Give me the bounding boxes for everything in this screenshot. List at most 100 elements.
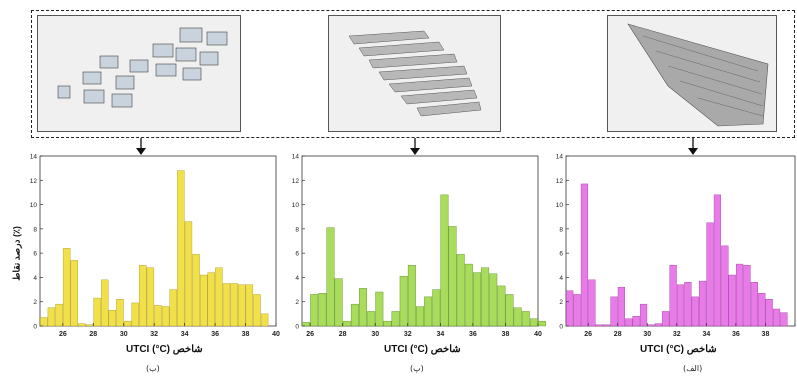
histogram-bar <box>750 282 758 327</box>
y-tick-label: 6 <box>295 251 299 258</box>
histogram-bar <box>62 248 71 327</box>
histogram-bar <box>521 311 530 327</box>
histogram-bar <box>472 272 481 327</box>
histogram-bar <box>736 263 744 327</box>
y-tick-label: 14 <box>30 154 38 161</box>
histogram-bar <box>603 324 611 327</box>
x-axis-unit: UTCI (°C) <box>126 344 170 355</box>
x-tick-label: 38 <box>242 331 250 338</box>
histogram-bar <box>765 299 773 327</box>
histogram-bar <box>399 276 408 327</box>
histogram-chart-p: 0 2 4 6 8 10 12 14 26 28 30 32 34 36 38 40 <box>292 154 546 338</box>
histogram-bar <box>625 318 633 327</box>
histogram-bar <box>139 265 147 327</box>
x-tick-label: 28 <box>614 331 622 338</box>
histogram-bar <box>310 294 319 327</box>
histogram-bar <box>464 263 473 327</box>
panel-label: (ب) <box>146 364 160 373</box>
histogram-bar <box>580 183 589 327</box>
histogram-bar <box>238 284 246 327</box>
x-tick-label: 32 <box>673 331 681 338</box>
x-tick-label: 40 <box>534 331 542 338</box>
histogram-bar <box>318 293 327 327</box>
histogram-bar <box>184 221 193 327</box>
histogram-bar <box>632 316 640 327</box>
histogram-bar <box>588 279 596 327</box>
y-tick-label: 2 <box>295 299 299 306</box>
histogram-bar <box>169 289 177 327</box>
histogram-bar <box>489 273 498 327</box>
histogram-bar <box>350 303 359 327</box>
x-tick-label: 28 <box>89 331 97 338</box>
histogram-bar <box>481 267 490 327</box>
arrow-down-icon <box>410 138 420 155</box>
y-tick-label: 2 <box>33 299 37 306</box>
y-tick-label: 6 <box>559 251 563 258</box>
y-tick-label: 4 <box>33 275 37 282</box>
histogram-bar <box>161 306 170 327</box>
histogram-bar <box>391 311 400 327</box>
histogram-bar <box>647 324 655 327</box>
histogram-bar <box>199 274 208 327</box>
x-tick-label: 26 <box>306 331 314 338</box>
histogram-bar <box>538 320 546 327</box>
y-tick-label: 4 <box>295 275 299 282</box>
histogram-chart-b: 0 2 4 6 8 10 12 14 26 28 30 32 34 36 38 40 <box>30 154 280 339</box>
x-tick-label: 38 <box>762 331 770 338</box>
histogram-bar <box>85 324 94 327</box>
histogram-bar <box>780 312 788 327</box>
histogram-bar <box>654 323 662 327</box>
y-tick-label: 0 <box>295 324 299 331</box>
histogram-bar <box>721 245 729 327</box>
y-tick-label: 12 <box>292 178 300 185</box>
histogram-bar <box>375 291 384 327</box>
histogram-bar <box>78 323 86 327</box>
histogram-bar <box>743 265 751 327</box>
y-tick-label: 0 <box>33 324 37 331</box>
histogram-bar <box>497 285 506 327</box>
x-axis-index: شاخص <box>430 344 461 355</box>
histogram-bar <box>407 265 416 327</box>
x-tick-label: 36 <box>469 331 477 338</box>
x-tick-label: 30 <box>371 331 379 338</box>
y-tick-label: 8 <box>559 226 563 233</box>
histogram-bar <box>595 324 603 327</box>
x-tick-label: 32 <box>404 331 412 338</box>
y-tick-label: 8 <box>295 226 299 233</box>
histogram-bar <box>699 280 707 327</box>
histogram-bar <box>230 283 238 327</box>
histogram-bar <box>383 320 392 327</box>
histogram-bar <box>367 311 376 327</box>
arrow-down-icon <box>136 138 146 155</box>
histogram-bar <box>70 260 78 327</box>
x-tick-label: 30 <box>643 331 651 338</box>
histogram-bar <box>40 317 48 327</box>
x-axis-label: UTCI (°C) شاخص <box>640 344 717 355</box>
histogram-bar <box>192 254 200 327</box>
x-tick-label: 34 <box>181 331 189 338</box>
histogram-bar <box>154 305 162 327</box>
histogram-bar <box>177 170 185 327</box>
histogram-bar <box>669 265 677 327</box>
histogram-bar <box>146 267 155 327</box>
histogram-bar <box>610 296 618 327</box>
y-tick-label: 10 <box>556 202 564 209</box>
y-tick-label: 0 <box>559 324 563 331</box>
histogram-bar <box>93 297 101 327</box>
x-tick-label: 34 <box>436 331 444 338</box>
x-tick-label: 32 <box>150 331 158 338</box>
y-tick-label: 10 <box>30 202 38 209</box>
x-tick-label: 36 <box>211 331 219 338</box>
y-tick-label: 8 <box>33 226 37 233</box>
histogram-bar <box>617 286 625 327</box>
histogram-bar <box>456 254 465 327</box>
histogram-bar <box>713 194 722 327</box>
histogram-bar <box>108 310 117 327</box>
x-tick-label: 30 <box>120 331 128 338</box>
histogram-chart-alef: 0 2 4 6 8 10 12 14 26 28 30 32 34 36 38 <box>556 154 796 338</box>
panel-label: (پ) <box>410 364 424 373</box>
x-axis-unit: UTCI (°C) <box>640 344 684 355</box>
y-tick-label: 6 <box>33 251 37 258</box>
y-tick-label: 10 <box>292 202 300 209</box>
x-axis-unit: UTCI (°C) <box>384 344 428 355</box>
